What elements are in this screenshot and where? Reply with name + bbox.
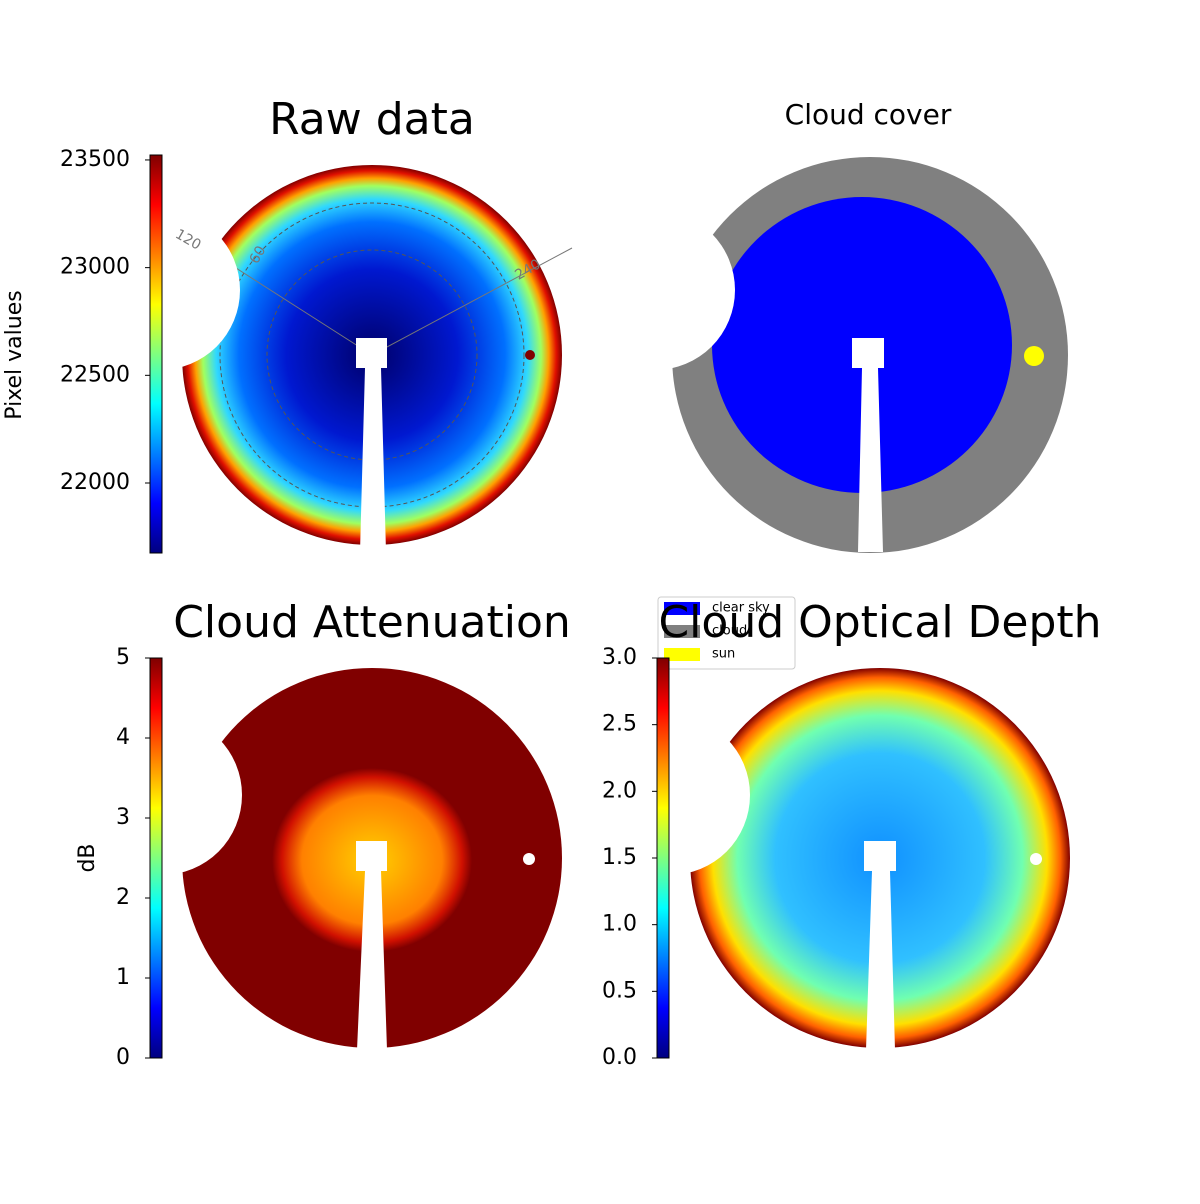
tick-label: 22000 xyxy=(60,470,130,495)
colorbar xyxy=(149,657,163,1059)
tick-label: 23000 xyxy=(60,255,130,280)
colorbar-label: dB xyxy=(75,843,100,872)
legend-swatch xyxy=(664,602,700,615)
tick-label: 22500 xyxy=(60,362,130,387)
panel-title: Cloud Optical Depth xyxy=(658,597,1101,648)
tick-label: 0.5 xyxy=(602,978,637,1003)
angle-label: 60 xyxy=(247,243,270,266)
tick-label: 3 xyxy=(116,805,130,830)
panel-title: Cloud cover xyxy=(785,98,952,131)
colorbar xyxy=(656,657,670,1059)
legend-label: sun xyxy=(712,647,735,662)
legend-swatch xyxy=(664,648,700,661)
tick-label: 2 xyxy=(116,885,130,910)
colorbar-label: Pixel values xyxy=(2,290,27,419)
colorbar xyxy=(149,154,163,554)
tick-label: 23500 xyxy=(60,147,130,172)
tick-label: 0.0 xyxy=(602,1045,637,1070)
sky-image xyxy=(80,157,1070,1050)
legend-label: clear sky xyxy=(712,601,770,616)
tick-label: 2.0 xyxy=(602,778,637,803)
tick-label: 1 xyxy=(116,965,130,990)
tick-label: 4 xyxy=(116,725,130,750)
tick-label: 3.0 xyxy=(602,645,637,670)
tick-label: 1.0 xyxy=(602,912,637,937)
legend-swatch xyxy=(664,625,700,638)
panel-title: Raw data xyxy=(269,94,475,145)
tick-label: 5 xyxy=(116,645,130,670)
tick-label: 2.5 xyxy=(602,712,637,737)
tick-label: 1.5 xyxy=(602,845,637,870)
panel-title: Cloud Attenuation xyxy=(173,597,571,648)
legend-label: cloud xyxy=(712,624,747,639)
tick-label: 0 xyxy=(116,1045,130,1070)
